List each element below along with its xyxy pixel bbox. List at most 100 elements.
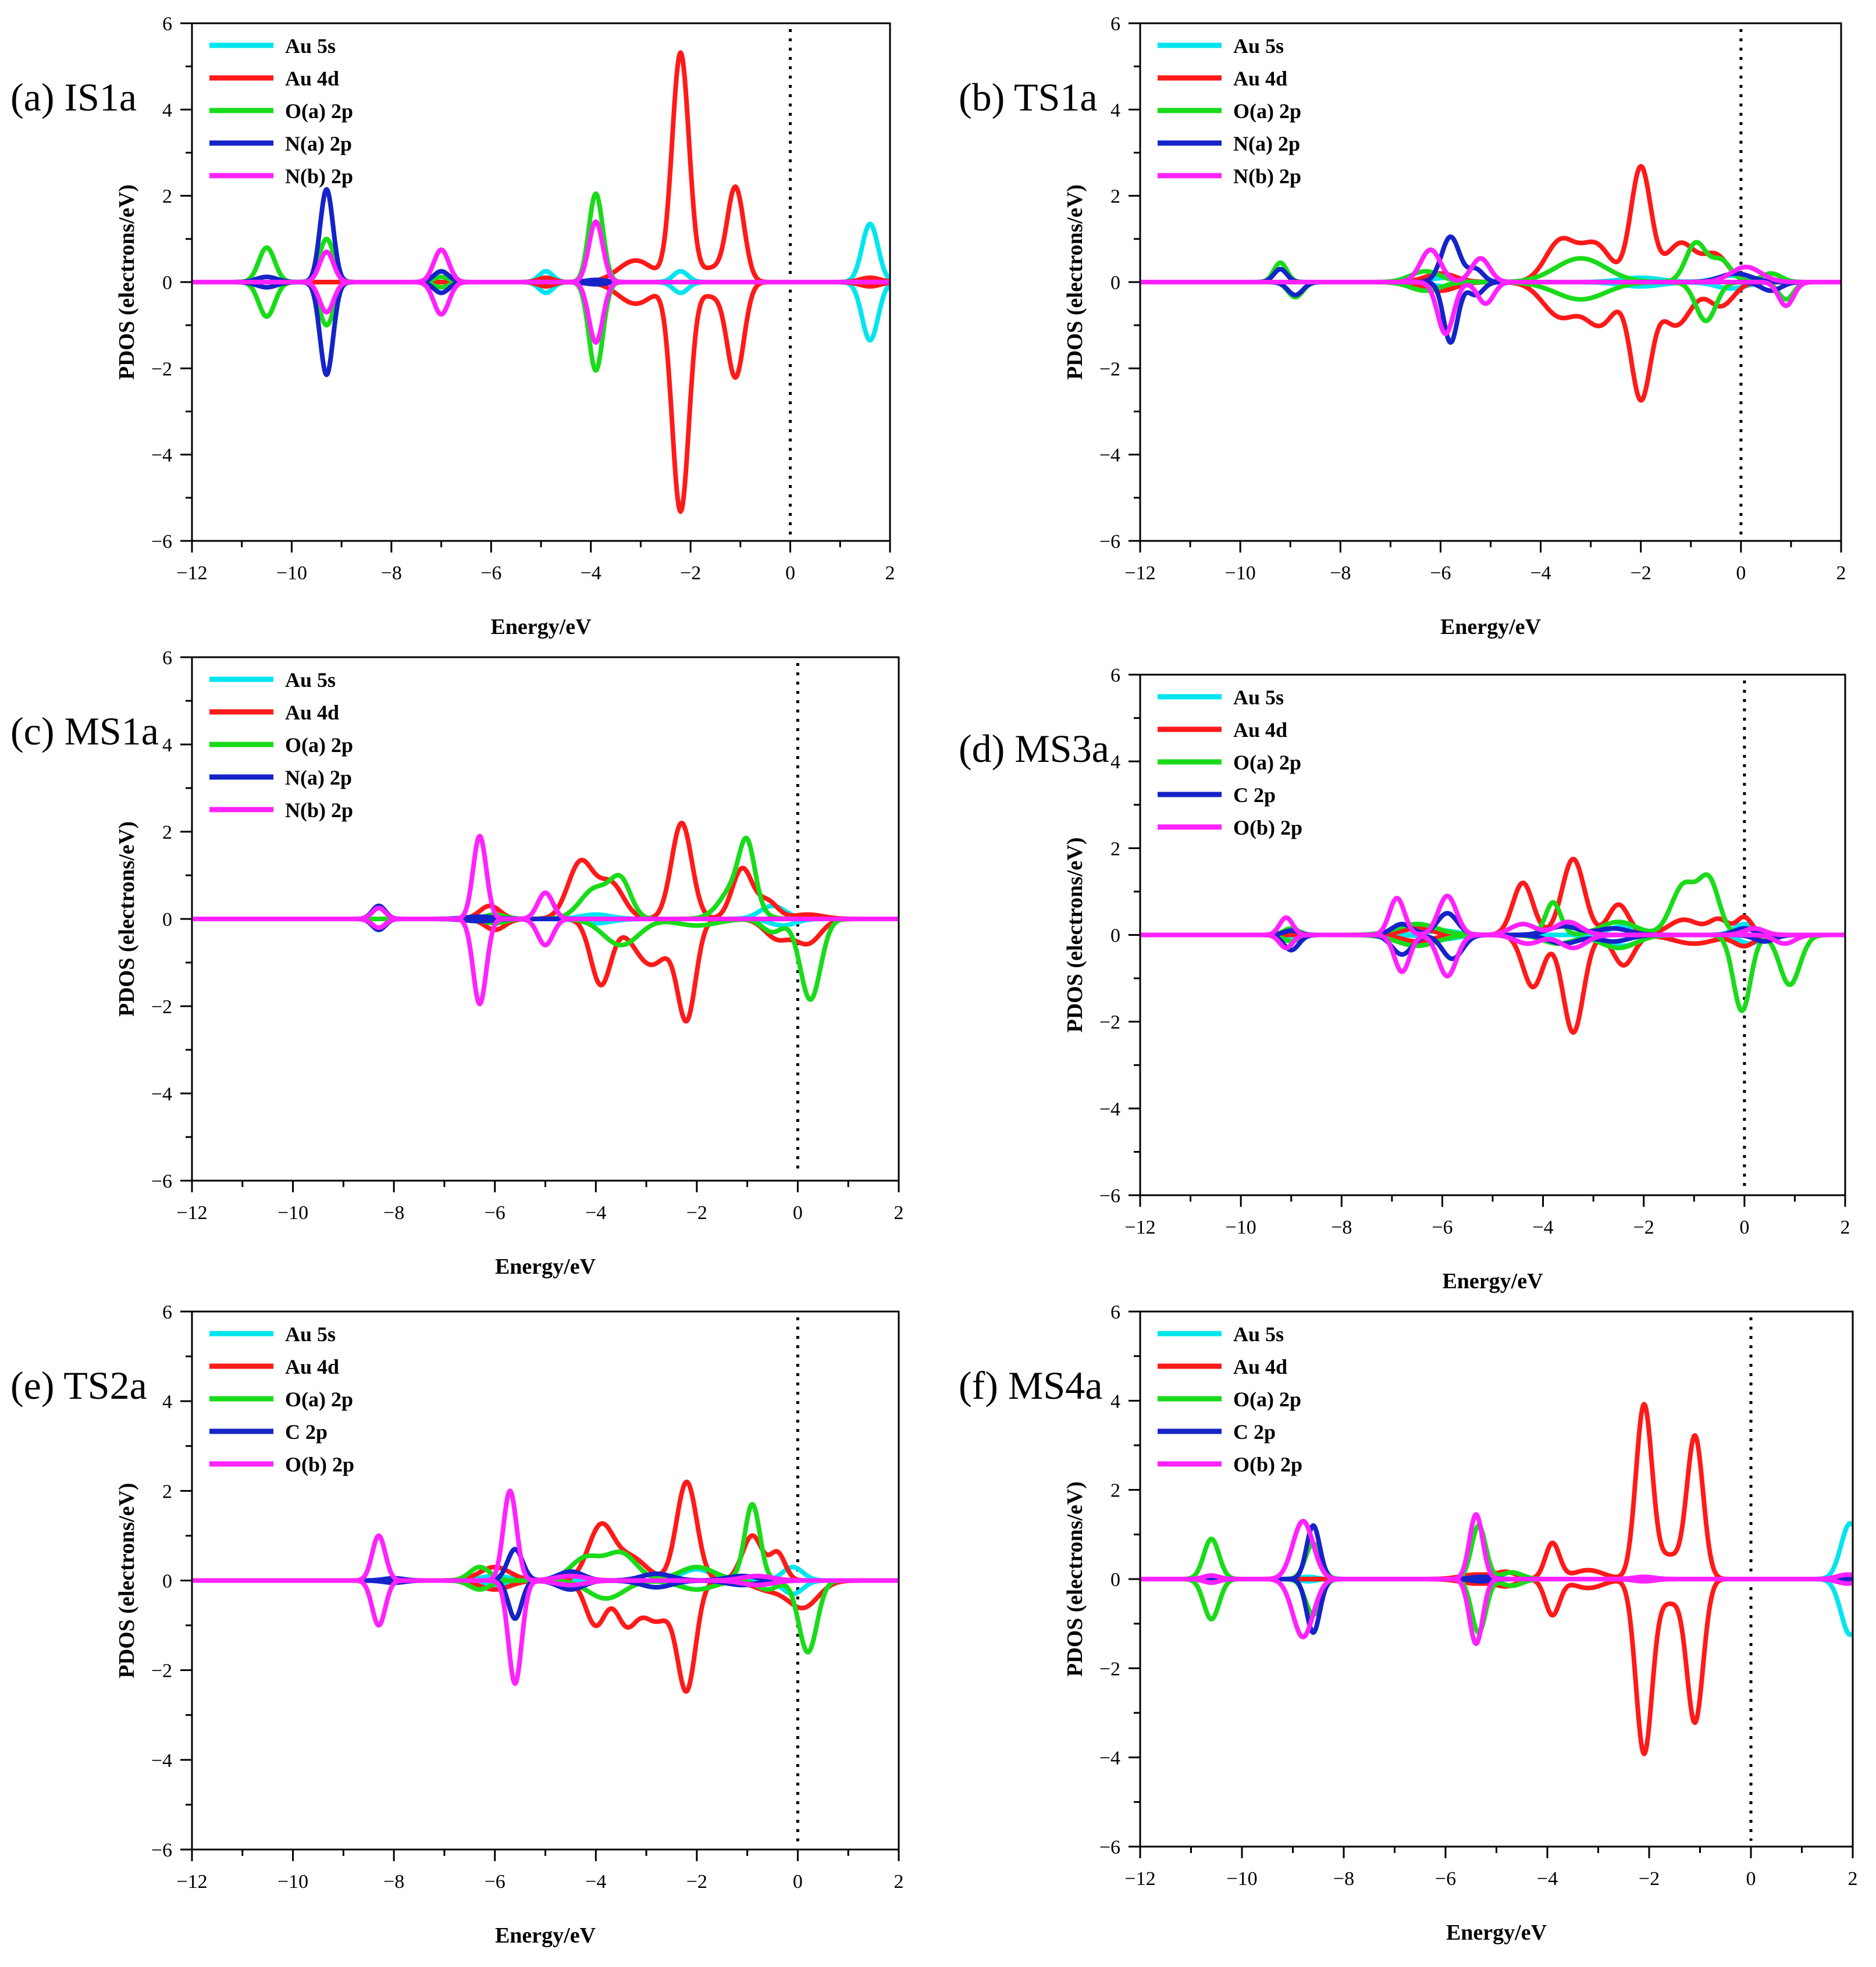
- legend-entry-o-a-2p: O(a) 2p: [285, 99, 353, 123]
- y-tick-label: −2: [151, 1660, 172, 1682]
- x-tick-label: −12: [176, 1202, 207, 1224]
- y-tick-label: −2: [1099, 1658, 1120, 1680]
- x-tick-label: −6: [1432, 1217, 1453, 1238]
- series-line-n-b-2p-down: [192, 917, 899, 1007]
- y-tick-label: 0: [1110, 272, 1120, 294]
- x-axis-label: Energy/eV: [1442, 1269, 1543, 1293]
- series-line-n-b-2p-down: [1140, 280, 1841, 336]
- x-tick-label: −6: [1435, 1868, 1456, 1890]
- legend-entry-o-b-2p: O(b) 2p: [285, 1453, 354, 1476]
- x-tick-label: −4: [581, 562, 601, 584]
- x-tick-label: 2: [1836, 562, 1846, 584]
- panel-is1a: −12 −10 −8 −6 −4 −2 0 2 6 4 2 0 −2 −4 −6 Energy/eV PDOS …: [10, 13, 895, 639]
- x-axis-label: Energy/eV: [495, 1923, 596, 1948]
- series-line-n-b-2p-down: [192, 280, 890, 345]
- x-tick-label: −4: [1532, 1217, 1553, 1238]
- y-tick-label: 2: [162, 822, 172, 843]
- legend-entry-n-b-2p: N(b) 2p: [285, 799, 353, 822]
- panel-ms1a: −12 −10 −8 −6 −4 −2 0 2 6 4 2 0 −2 −4 −6 Energy/eV PDOS …: [10, 647, 904, 1279]
- legend-entry-au-4d: Au 4d: [285, 701, 339, 724]
- x-tick-label: −4: [585, 1871, 606, 1893]
- y-tick-label: −4: [151, 1750, 172, 1772]
- x-tick-label: −12: [1124, 562, 1155, 584]
- legend-entry-au-4d: Au 4d: [1233, 1355, 1287, 1378]
- y-axis-label: PDOS (electrons/eV): [1063, 184, 1087, 380]
- y-tick-label: −6: [151, 1840, 172, 1861]
- x-tick-label: 2: [894, 1202, 904, 1224]
- x-tick-label: −2: [686, 1871, 707, 1893]
- x-tick-label: 0: [793, 1871, 803, 1893]
- y-axis-label: PDOS (electrons/eV): [115, 821, 139, 1017]
- legend-entry-au-5s: Au 5s: [1233, 686, 1284, 709]
- x-tick-label: −6: [480, 562, 501, 584]
- y-tick-label: 6: [162, 13, 172, 35]
- y-tick-label: 6: [162, 1302, 172, 1323]
- y-tick-label: 0: [1110, 925, 1120, 947]
- y-tick-label: 4: [162, 99, 172, 121]
- legend: Au 5s Au 4d O(a) 2p N(a) 2p N(b) 2p: [209, 668, 353, 822]
- y-tick-label: −2: [151, 358, 172, 380]
- panel-label: (d) MS3a: [959, 726, 1109, 771]
- legend: Au 5s Au 4d O(a) 2p C 2p O(b) 2p: [209, 1323, 354, 1476]
- y-tick-label: 0: [162, 1571, 172, 1592]
- legend-entry-au-5s: Au 5s: [285, 668, 336, 692]
- x-axis-label: Energy/eV: [495, 1255, 596, 1279]
- y-tick-label: −6: [1099, 1185, 1120, 1207]
- x-tick-label: −4: [1537, 1868, 1558, 1890]
- y-tick-label: 4: [1110, 1391, 1120, 1412]
- y-tick-label: 2: [1110, 838, 1120, 860]
- series-group: [1140, 857, 1845, 1035]
- y-axis-label: PDOS (electrons/eV): [115, 184, 139, 380]
- x-tick-label: −8: [1333, 1868, 1354, 1890]
- x-tick-label: 0: [1736, 562, 1746, 584]
- panel-label: (c) MS1a: [10, 709, 159, 753]
- y-tick-label: 6: [1110, 13, 1120, 35]
- legend-entry-o-a-2p: O(a) 2p: [1233, 99, 1301, 123]
- legend-entry-au-4d: Au 4d: [1233, 718, 1287, 742]
- x-tick-label: 2: [894, 1871, 904, 1893]
- legend: Au 5s Au 4d O(a) 2p N(a) 2p N(b) 2p: [209, 34, 353, 188]
- legend-entry-au-5s: Au 5s: [1233, 1323, 1284, 1346]
- y-tick-label: −2: [1099, 1012, 1120, 1034]
- y-tick-label: −6: [1099, 531, 1120, 553]
- y-tick-label: −6: [151, 531, 172, 553]
- panel-ms4a: −12 −10 −8 −6 −4 −2 0 2 6 4 2 0 −2 −4 −6 Energy/eV PDOS …: [959, 1302, 1858, 1945]
- x-tick-label: −12: [176, 562, 207, 584]
- y-tick-label: 0: [162, 909, 172, 931]
- legend-entry-au-5s: Au 5s: [285, 34, 336, 58]
- y-tick-label: 2: [1110, 1480, 1120, 1502]
- legend-entry-n-a-2p: N(a) 2p: [285, 766, 352, 789]
- x-tick-label: −10: [1225, 562, 1256, 584]
- y-tick-label: 4: [162, 735, 172, 756]
- y-tick-label: −4: [151, 1084, 172, 1105]
- legend-entry-o-b-2p: O(b) 2p: [1233, 1453, 1302, 1476]
- legend-entry-o-a-2p: O(a) 2p: [285, 1388, 353, 1411]
- x-tick-label: −2: [686, 1202, 707, 1224]
- x-tick-label: −8: [383, 1871, 404, 1893]
- x-tick-label: −2: [680, 562, 701, 584]
- series-group: [192, 1479, 899, 1694]
- legend-entry-c-2p: C 2p: [1233, 1420, 1276, 1444]
- panel-label: (b) TS1a: [959, 75, 1098, 119]
- x-tick-label: 0: [1739, 1217, 1749, 1238]
- legend-entry-au-5s: Au 5s: [1233, 34, 1284, 58]
- panel-label: (f) MS4a: [959, 1363, 1102, 1407]
- x-tick-label: 0: [793, 1202, 803, 1224]
- x-tick-label: −6: [485, 1871, 506, 1893]
- y-tick-label: 6: [1110, 1302, 1120, 1323]
- y-tick-label: −2: [1099, 358, 1120, 380]
- legend: Au 5s Au 4d O(a) 2p N(a) 2p N(b) 2p: [1158, 34, 1301, 188]
- y-tick-label: 0: [1110, 1569, 1120, 1591]
- y-tick-label: −6: [151, 1171, 172, 1192]
- y-axis-label: PDOS (electrons/eV): [1063, 838, 1087, 1033]
- y-axis-label: PDOS (electrons/eV): [115, 1483, 139, 1679]
- y-tick-label: −4: [1099, 1748, 1120, 1769]
- y-tick-label: 4: [1110, 751, 1120, 773]
- x-tick-label: −4: [585, 1202, 606, 1224]
- legend-entry-o-a-2p: O(a) 2p: [1233, 1388, 1301, 1411]
- series-line-o-b-2p-down: [1140, 1577, 1853, 1647]
- x-tick-label: −8: [381, 562, 402, 584]
- y-tick-label: 2: [162, 1481, 172, 1502]
- x-tick-label: −10: [277, 1871, 308, 1893]
